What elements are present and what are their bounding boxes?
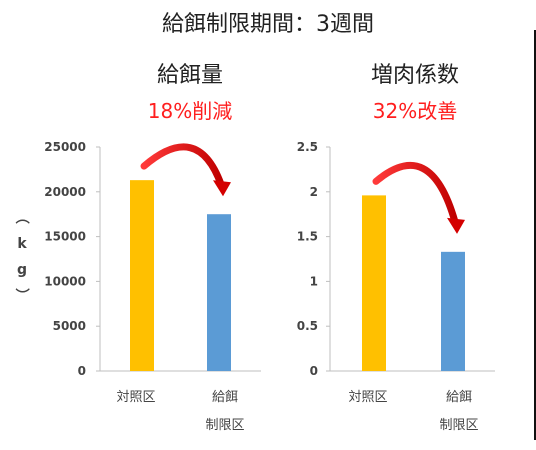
y-axis-label: （ — [13, 210, 29, 224]
category-label: 制限区 — [439, 418, 478, 433]
y-tick-label: 2 — [310, 185, 318, 199]
bar-control — [362, 195, 386, 371]
bar-restricted — [207, 214, 231, 371]
bar-restricted — [441, 251, 465, 371]
y-tick-label: 0.5 — [297, 319, 318, 333]
y-axis-label: k — [17, 236, 27, 252]
category-label: 給餌 — [212, 390, 238, 405]
y-tick-label: 0 — [78, 364, 86, 378]
category-label: 制限区 — [205, 418, 244, 433]
y-tick-label: 10000 — [44, 274, 86, 288]
y-tick-label: 1.5 — [297, 230, 318, 244]
reduction-arrow — [140, 143, 225, 188]
y-tick-label: 15000 — [44, 230, 86, 244]
y-tick-label: 25000 — [44, 140, 86, 154]
chart-title: 給餌量 — [157, 63, 223, 88]
chart-title: 増肉係数 — [371, 63, 459, 88]
chart-1: 給餌量 18%削減 0 5000 10000 15000 20000 25000 対照区 給餌制限… — [13, 63, 261, 433]
bar-control — [130, 180, 154, 371]
y-tick-label: 1 — [310, 274, 318, 288]
arrow-head — [447, 217, 465, 234]
y-axis-label: ） — [13, 288, 29, 302]
chart-subtitle: 18%削減 — [148, 99, 232, 123]
y-axis-label: g — [17, 262, 27, 278]
main-title: 給餌制限期間：3週間 — [162, 12, 374, 37]
y-tick-label: 2.5 — [297, 140, 318, 154]
y-tick-label: 5000 — [53, 319, 86, 333]
y-tick-label: 20000 — [44, 185, 86, 199]
category-label: 給餌 — [446, 390, 472, 405]
arrow-head — [213, 180, 231, 197]
chart-subtitle: 32%改善 — [373, 99, 457, 123]
category-label: 対照区 — [348, 390, 387, 405]
reduction-arrow — [372, 161, 459, 226]
y-tick-label: 0 — [310, 364, 318, 378]
right-border-line — [534, 30, 536, 440]
category-label: 対照区 — [116, 390, 155, 405]
